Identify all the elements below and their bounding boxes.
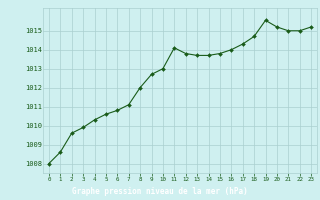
Text: Graphe pression niveau de la mer (hPa): Graphe pression niveau de la mer (hPa) [72,187,248,196]
